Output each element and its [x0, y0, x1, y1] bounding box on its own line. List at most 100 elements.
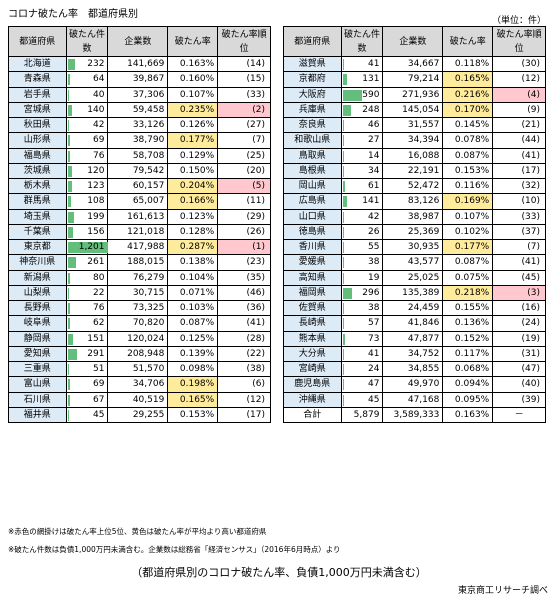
- count-cell: 64: [65, 71, 109, 88]
- pref-cell: 福岡県: [283, 284, 342, 302]
- count-value: 57: [367, 318, 380, 329]
- rate-cell: 0.170%: [442, 101, 494, 119]
- right-table: 都道府県 破たん件数 企業数 破たん率 破たん率順位 滋賀県 41 34,667 0.…: [283, 26, 546, 424]
- count-cell: 108: [65, 193, 109, 210]
- rank-cell: (4): [492, 86, 546, 103]
- pref-cell: 徳島県: [283, 223, 342, 241]
- count-cell: 24: [340, 360, 384, 378]
- rate-cell: 0.163%: [167, 55, 219, 73]
- firms-cell: 34,706: [107, 376, 169, 393]
- count-value: 42: [367, 211, 380, 222]
- count-bar: [342, 74, 347, 86]
- table-row: 岡山県 61 52,472 0.116% (32): [283, 177, 546, 195]
- table-row: 群馬県 108 65,007 0.166% (11): [8, 193, 271, 210]
- firms-cell: 73,325: [107, 299, 169, 317]
- firms-cell: 65,007: [107, 193, 169, 210]
- firms-cell: 52,472: [382, 177, 444, 195]
- pref-cell: 大阪府: [283, 86, 342, 103]
- rate-cell: 0.129%: [167, 147, 219, 164]
- count-bar: [342, 135, 344, 147]
- firms-cell: 70,820: [107, 315, 169, 332]
- rate-cell: 0.138%: [167, 254, 219, 271]
- pref-cell: 青森県: [8, 71, 67, 88]
- count-value: 151: [87, 333, 105, 344]
- count-bar: [342, 165, 344, 177]
- count-value: 51: [93, 364, 105, 375]
- total-rate: 0.163%: [442, 406, 494, 424]
- rate-cell: 0.235%: [167, 101, 219, 119]
- count-value: 41: [367, 348, 380, 359]
- firms-cell: 79,214: [382, 71, 444, 88]
- rank-cell: (14): [217, 55, 271, 73]
- count-bar: [342, 104, 351, 116]
- count-cell: 38: [340, 299, 384, 317]
- rank-cell: (46): [217, 284, 271, 302]
- count-cell: 131: [340, 71, 384, 88]
- table-row: 岐阜県 62 70,820 0.087% (41): [8, 315, 271, 332]
- table-row: 長崎県 57 41,846 0.136% (24): [283, 315, 546, 332]
- pref-cell: 新潟県: [8, 269, 67, 286]
- table-row: 秋田県 42 33,126 0.126% (27): [8, 116, 271, 134]
- count-value: 34: [367, 165, 380, 176]
- count-bar: [342, 196, 348, 208]
- count-value: 46: [367, 120, 380, 131]
- count-value: 24: [367, 364, 380, 375]
- note-source-data: ※破たん件数は負債1,000万円未満含む。企業数は総務省「経済センサス」（201…: [8, 545, 341, 554]
- table-row: 栃木県 123 60,157 0.204% (5): [8, 177, 271, 195]
- count-value: 76: [93, 150, 105, 161]
- rank-cell: (25): [217, 147, 271, 164]
- count-bar: [67, 409, 70, 421]
- count-cell: 40: [65, 86, 109, 103]
- count-bar: [67, 196, 72, 208]
- count-cell: 296: [340, 284, 384, 302]
- count-value: 73: [367, 333, 380, 344]
- rate-cell: 0.117%: [442, 345, 494, 363]
- table-row: 福島県 76 58,708 0.129% (25): [8, 147, 271, 164]
- count-bar: [342, 364, 344, 375]
- table-row: 香川県 55 30,935 0.177% (7): [283, 238, 546, 256]
- rate-cell: 0.107%: [442, 208, 494, 225]
- rate-cell: 0.075%: [442, 269, 494, 286]
- pref-cell: 神奈川県: [8, 254, 67, 271]
- count-value: 67: [93, 394, 105, 405]
- rate-cell: 0.153%: [167, 406, 219, 424]
- count-cell: 22: [65, 284, 109, 302]
- pref-cell: 宮城県: [8, 101, 67, 119]
- rank-cell: (31): [492, 345, 546, 363]
- pref-cell: 沖縄県: [283, 391, 342, 408]
- count-value: 1,201: [78, 242, 105, 253]
- count-bar: [342, 287, 353, 299]
- rank-cell: (12): [217, 391, 271, 408]
- count-bar: [342, 59, 344, 70]
- firms-cell: 40,519: [107, 391, 169, 408]
- count-value: 38: [367, 257, 380, 268]
- firms-cell: 135,389: [382, 284, 444, 302]
- rank-cell: (33): [217, 86, 271, 103]
- rank-cell: (44): [492, 132, 546, 149]
- rate-cell: 0.068%: [442, 360, 494, 378]
- count-bar: [342, 348, 344, 360]
- count-bar: [342, 394, 345, 406]
- count-bar: [67, 303, 71, 314]
- note-highlight: ※赤色の網掛けは破たん率上位5位、黄色は破たん率が平均より高い都道府県: [8, 527, 267, 536]
- rank-cell: (30): [492, 55, 546, 73]
- count-value: 14: [367, 150, 380, 161]
- pref-cell: 鹿児島県: [283, 376, 342, 393]
- count-cell: 590: [340, 86, 384, 103]
- count-cell: 69: [65, 376, 109, 393]
- count-bar: [342, 303, 344, 314]
- firms-cell: 34,394: [382, 132, 444, 149]
- firms-cell: 271,936: [382, 86, 444, 103]
- table-row: 広島県 141 83,126 0.169% (10): [283, 193, 546, 210]
- pref-cell: 広島県: [283, 193, 342, 210]
- pref-cell: 滋賀県: [283, 55, 342, 73]
- pref-cell: 群馬県: [8, 193, 67, 210]
- rate-cell: 0.095%: [442, 391, 494, 408]
- rank-cell: (3): [492, 284, 546, 302]
- rate-cell: 0.087%: [167, 315, 219, 332]
- count-bar: [67, 257, 77, 269]
- firms-cell: 41,846: [382, 315, 444, 332]
- pref-cell: 岡山県: [283, 177, 342, 195]
- count-bar: [342, 211, 344, 223]
- firms-cell: 34,667: [382, 55, 444, 73]
